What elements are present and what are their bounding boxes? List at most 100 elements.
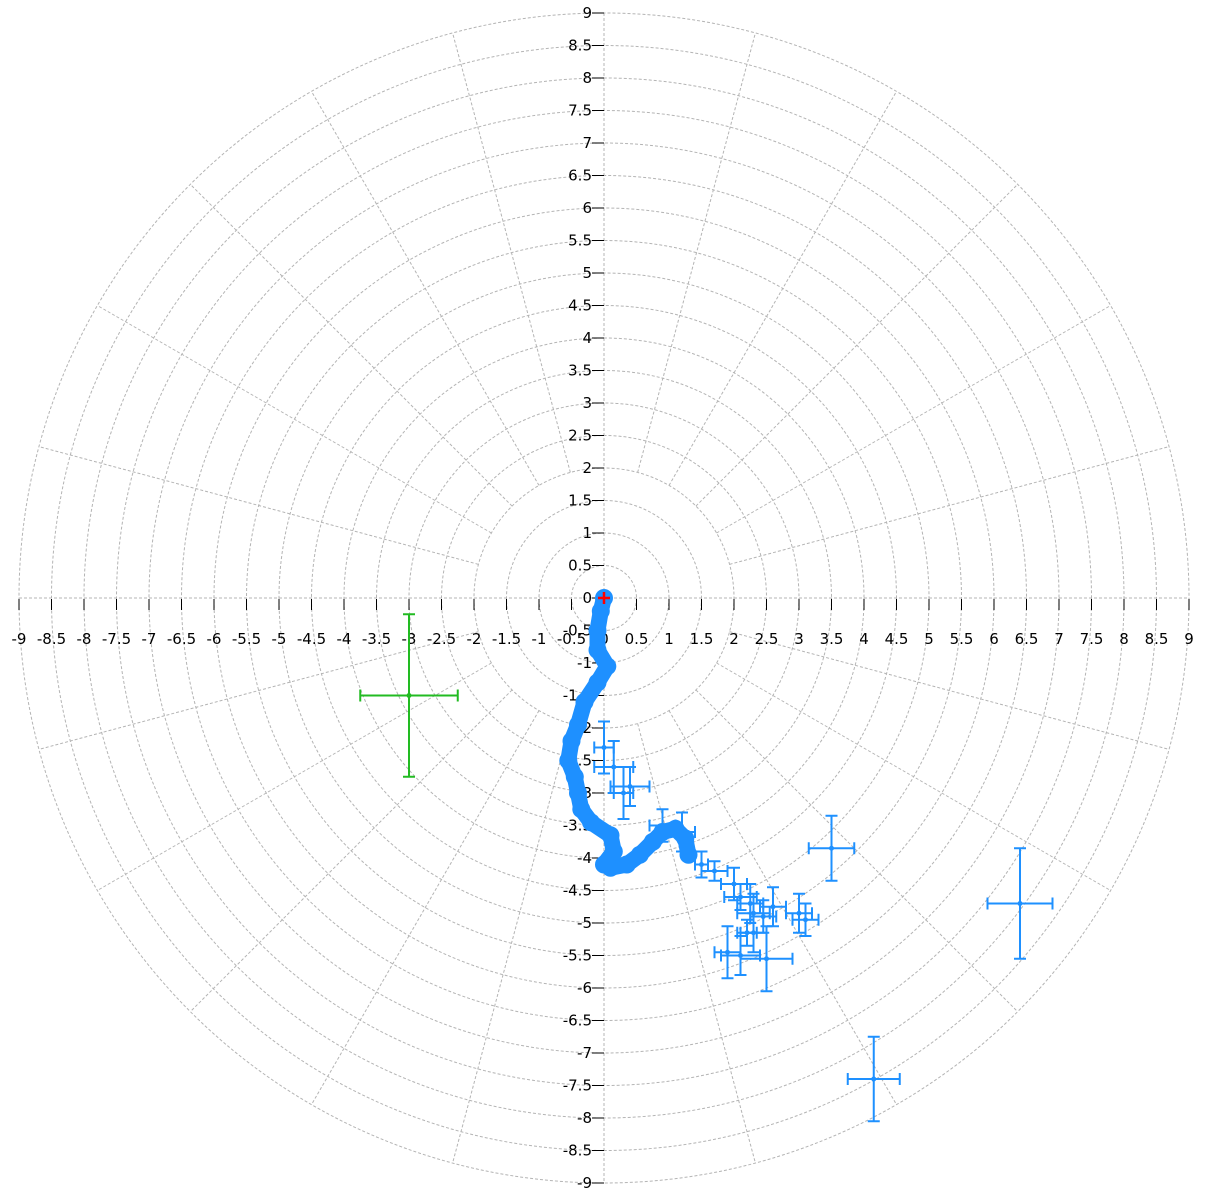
x-tick-label: -9 — [12, 630, 27, 648]
error-bar-point — [723, 883, 758, 911]
track-point — [588, 621, 607, 640]
y-tick-label: -4 — [577, 849, 592, 867]
x-tick-label: -1 — [532, 630, 547, 648]
x-tick-label: 6 — [989, 630, 999, 648]
x-tick-label: -6.5 — [167, 630, 196, 648]
x-tick-label: 2 — [729, 630, 739, 648]
data-point — [829, 845, 834, 851]
data-point — [760, 914, 766, 919]
track-point — [575, 693, 594, 711]
data-point — [796, 910, 802, 916]
data-point — [738, 894, 743, 900]
track-point — [617, 855, 636, 874]
track-point — [559, 751, 578, 770]
y-tick-label: 9 — [582, 4, 592, 22]
y-tick-label: -7 — [577, 1044, 592, 1062]
y-tick-label: 4 — [582, 329, 592, 347]
y-tick-label: -0.5 — [563, 622, 592, 640]
y-tick-label: 3 — [582, 394, 592, 412]
x-tick-label: 2.5 — [755, 630, 779, 648]
x-tick-label: -7 — [142, 630, 157, 648]
y-tick-label: 5.5 — [568, 232, 592, 250]
x-tick-label: -7.5 — [102, 630, 131, 648]
x-tick-label: 8 — [1119, 630, 1129, 648]
track-point — [569, 715, 587, 734]
x-tick-label: 4.5 — [885, 630, 909, 648]
grid-ray — [668, 91, 897, 486]
y-tick-label: 7 — [582, 134, 592, 152]
error-bar-point — [668, 811, 696, 853]
y-tick-label: -8 — [577, 1109, 592, 1127]
data-point — [803, 917, 808, 923]
grid-ray — [452, 32, 571, 473]
track-point — [562, 732, 581, 750]
y-tick-label: -5 — [577, 914, 592, 932]
track-point — [601, 826, 620, 845]
error-bar-point — [791, 902, 820, 937]
error-bar-point — [846, 1035, 901, 1123]
x-tick-label: -8.5 — [37, 630, 66, 648]
track-point — [588, 641, 607, 659]
grid-ray — [97, 662, 492, 891]
y-tick-label: 7.5 — [568, 102, 592, 120]
grid-ray — [716, 662, 1111, 891]
error-bar-point — [694, 850, 709, 879]
grid-ray — [38, 631, 479, 750]
data-point — [627, 784, 633, 789]
x-tick-label: -6 — [207, 630, 222, 648]
x-tick-label: 6.5 — [1015, 630, 1039, 648]
y-tick-label: 8 — [582, 69, 592, 87]
x-tick-label: -2.5 — [427, 630, 456, 648]
grid-ray — [716, 305, 1111, 534]
x-tick-label: 7.5 — [1080, 630, 1104, 648]
track-point — [601, 858, 620, 877]
x-tick-label: -4.5 — [297, 630, 326, 648]
data-point — [406, 693, 412, 698]
track-point — [630, 845, 649, 864]
error-bar-point — [785, 892, 813, 934]
data-point — [699, 862, 704, 867]
data-point — [747, 901, 753, 906]
track-point — [604, 842, 623, 861]
grid-ray — [97, 305, 492, 534]
y-tick-label: 4.5 — [568, 297, 592, 315]
y-tick-label: 1.5 — [568, 492, 592, 510]
data-point — [1017, 901, 1023, 906]
grid-ray — [311, 91, 540, 486]
error-bar-point — [807, 814, 856, 882]
x-tick-label: -0.5 — [557, 630, 586, 648]
y-tick-label: 5 — [582, 264, 592, 282]
y-tick-label: -8.5 — [563, 1142, 592, 1160]
data-point — [601, 745, 607, 750]
grid-ray — [637, 723, 756, 1164]
x-tick-label: 8.5 — [1145, 630, 1169, 648]
data-point — [731, 881, 737, 887]
grid-ray — [695, 689, 1019, 1013]
data-point — [871, 1076, 877, 1082]
error-bar-point — [700, 860, 729, 882]
x-tick-label: 3 — [794, 630, 804, 648]
grid-ray — [729, 446, 1170, 565]
data-point — [770, 904, 776, 910]
x-tick-label: 4 — [859, 630, 869, 648]
grid-ray — [637, 32, 756, 473]
error-bar-point — [648, 808, 677, 843]
x-tick-label: -5 — [272, 630, 287, 648]
grid-ray — [695, 183, 1019, 507]
track-point — [591, 602, 610, 620]
x-tick-label: 7 — [1054, 630, 1064, 648]
data-point — [725, 949, 730, 955]
data-point — [751, 930, 756, 936]
error-bar-point — [739, 925, 794, 993]
error-bar-point — [359, 613, 459, 778]
x-tick-label: -3.5 — [362, 630, 391, 648]
grid-ray — [189, 689, 513, 1013]
y-tick-label: 6 — [582, 199, 592, 217]
y-tick-label: 2.5 — [568, 427, 592, 445]
data-point — [611, 764, 617, 770]
y-tick-label: -5.5 — [563, 947, 592, 965]
x-tick-label: 5 — [924, 630, 934, 648]
data-point — [679, 829, 685, 835]
axes: -9-8.5-8-7.5-7-6.5-6-5.5-5-4.5-4-3.5-3-2… — [12, 4, 1194, 1192]
x-tick-label: 1 — [664, 630, 674, 648]
